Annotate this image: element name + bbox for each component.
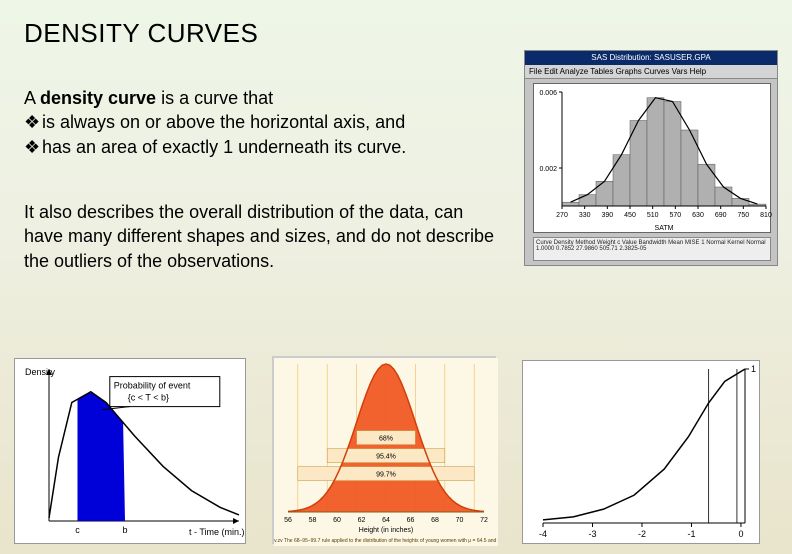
svg-text:0.002: 0.002	[539, 166, 557, 173]
svg-text:0.006: 0.006	[539, 90, 557, 97]
svg-text:750: 750	[737, 212, 749, 219]
svg-text:-2: -2	[638, 529, 646, 539]
chart-cdf: 1 -4 -3 -2 -1 0	[522, 360, 760, 544]
svg-text:690: 690	[715, 212, 727, 219]
svg-text:60: 60	[333, 517, 341, 524]
svg-text:t - Time (min.): t - Time (min.)	[189, 527, 245, 537]
chart1-svg: c b Density t - Time (min.) Probability of e…	[15, 359, 247, 545]
intro-text: A density curve is a curve that ❖is alwa…	[24, 86, 504, 159]
svg-text:270: 270	[556, 212, 568, 219]
sas-histogram-svg: 0.002 0.006 270 330 390 450 510 570 630 690 750 810…	[534, 84, 772, 234]
svg-text:68: 68	[431, 517, 439, 524]
intro-a: A	[24, 88, 40, 108]
svg-text:-4: -4	[539, 529, 547, 539]
bullet-icon: ❖	[24, 110, 42, 134]
svg-text:70: 70	[456, 517, 464, 524]
svg-text:99.7%: 99.7%	[376, 472, 396, 479]
svg-text:570: 570	[669, 212, 681, 219]
intro-c: is a curve that	[156, 88, 273, 108]
svg-text:c: c	[75, 525, 80, 535]
svg-text:66: 66	[407, 517, 415, 524]
page-title: DENSITY CURVES	[24, 18, 258, 49]
svg-text:64: 64	[382, 517, 390, 524]
svg-text:62: 62	[358, 517, 366, 524]
svg-text:1: 1	[751, 364, 756, 374]
svg-text:72: 72	[480, 517, 488, 524]
svg-text:-1: -1	[687, 529, 695, 539]
bullet1-text: is always on or above the horizontal axi…	[42, 112, 405, 132]
svg-text:56: 56	[284, 517, 292, 524]
paragraph-2: It also describes the overall distributi…	[24, 200, 504, 273]
svg-text:-3: -3	[588, 529, 596, 539]
svg-text:Probability of event: Probability of event	[114, 381, 191, 391]
svg-text:58: 58	[309, 517, 317, 524]
svg-text:0: 0	[738, 529, 743, 539]
svg-text:SATM: SATM	[655, 225, 674, 232]
svg-text:{c < T < b}: {c < T < b}	[128, 393, 169, 403]
svg-text:810: 810	[760, 212, 772, 219]
svg-text:68%: 68%	[379, 436, 393, 443]
svg-text:95.4%: 95.4%	[376, 454, 396, 461]
svg-text:330: 330	[579, 212, 591, 219]
chart-normal-heights: 68% 95.4% 99.7% 56 58 60 62 64 66 68 70 72 Height (i…	[272, 356, 496, 544]
chart-density-event: c b Density t - Time (min.) Probability of e…	[14, 358, 246, 544]
svg-text:450: 450	[624, 212, 636, 219]
svg-text:630: 630	[692, 212, 704, 219]
svg-text:510: 510	[647, 212, 659, 219]
sas-titlebar: SAS Distribution: SASUSER.GPA	[525, 51, 777, 65]
svg-text:Height (in inches): Height (in inches)	[359, 527, 413, 534]
chart3-svg: 1 -4 -3 -2 -1 0	[523, 361, 761, 545]
bullet-icon: ❖	[24, 135, 42, 159]
chart-row: c b Density t - Time (min.) Probability of e…	[14, 352, 778, 544]
svg-text:Density: Density	[25, 367, 56, 377]
chart2-svg: 68% 95.4% 99.7% 56 58 60 62 64 66 68 70 72 Height (i…	[274, 358, 498, 546]
sas-menubar: File Edit Analyze Tables Graphs Curves V…	[525, 65, 777, 79]
svg-text:b: b	[122, 525, 127, 535]
intro-bold: density curve	[40, 88, 156, 108]
sas-footer: Curve Density Method Weight c Value Band…	[533, 237, 771, 261]
sas-window: SAS Distribution: SASUSER.GPA File Edit …	[524, 50, 778, 266]
sas-chart: 0.002 0.006 270 330 390 450 510 570 630 690 750 810…	[533, 83, 771, 233]
svg-text:390: 390	[601, 212, 613, 219]
bullet2-text: has an area of exactly 1 underneath its …	[42, 137, 406, 157]
svg-text:Figure v.zv The 68–95–99.7 ru: Figure v.zv The 68–95–99.7 rule applied …	[274, 538, 498, 544]
